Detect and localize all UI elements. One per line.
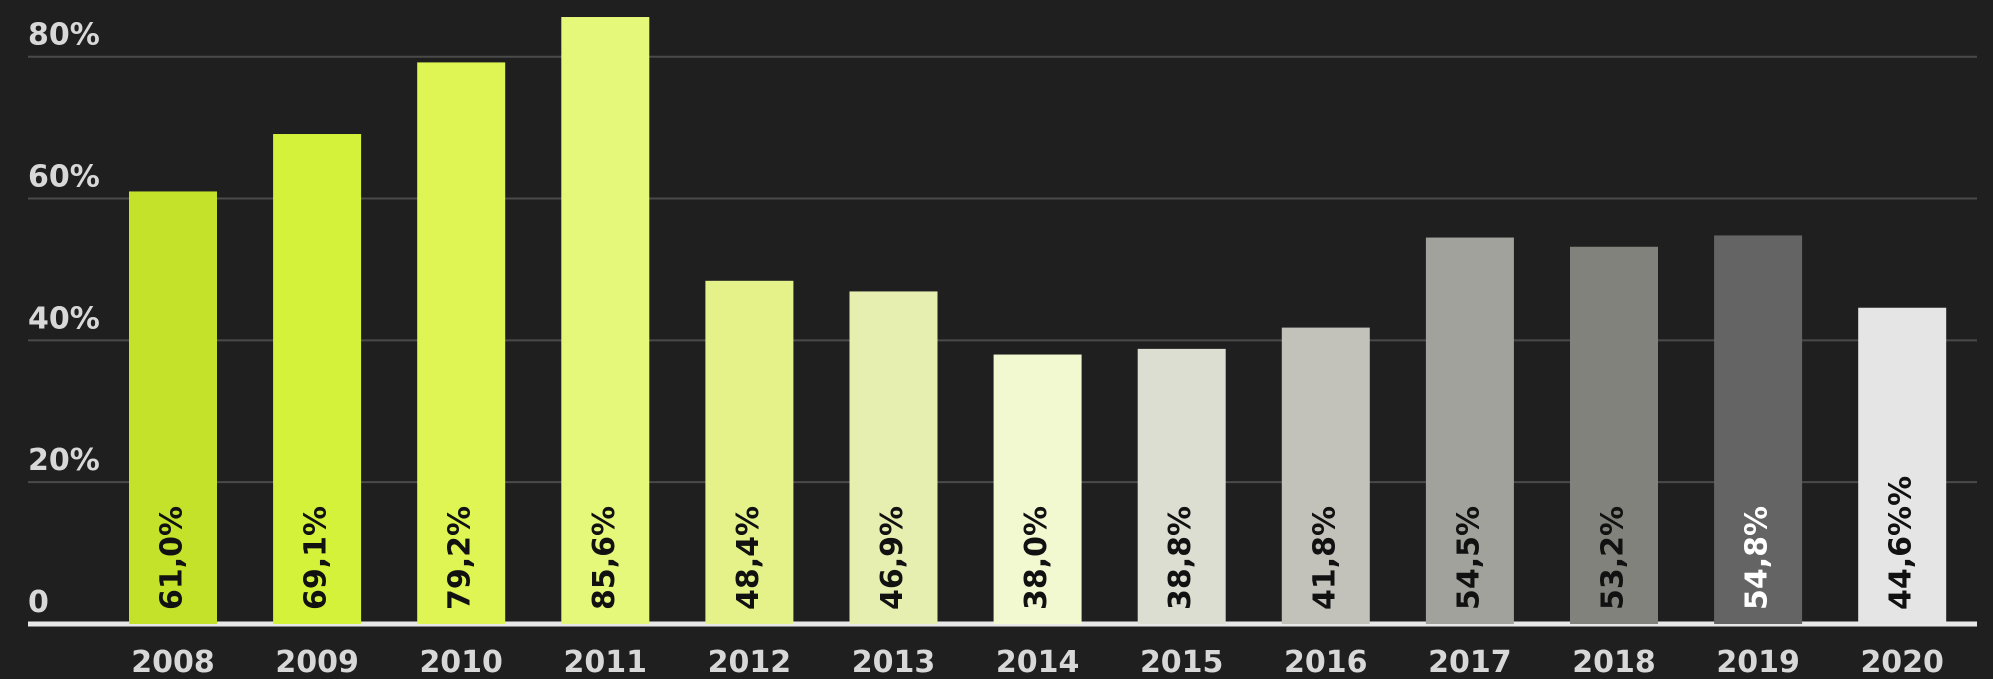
x-tick-label: 2013 (852, 645, 936, 679)
bar (1137, 348, 1226, 624)
x-tick-label: 2016 (1284, 645, 1368, 679)
value-label: 85,6% (587, 506, 622, 610)
value-label: 69,1% (299, 506, 334, 610)
x-tick-label: 2020 (1860, 645, 1944, 679)
bar (417, 62, 506, 624)
x-tick-label: 2015 (1140, 645, 1224, 679)
value-label: 46,9% (875, 506, 910, 610)
bar (993, 354, 1082, 624)
x-tick-label: 2017 (1428, 645, 1512, 679)
value-label: 41,8% (1307, 506, 1342, 610)
bar (849, 291, 938, 624)
y-tick-label: 60% (28, 160, 100, 195)
x-tick-label: 2011 (564, 645, 648, 679)
bar (1281, 327, 1370, 624)
y-tick-label: 40% (28, 301, 100, 336)
value-label: 53,2% (1596, 506, 1631, 610)
value-label: 38,0% (1019, 506, 1054, 610)
bar (561, 17, 650, 624)
x-tick-label: 2014 (996, 645, 1080, 679)
bar (1714, 235, 1803, 624)
bar (1858, 307, 1947, 624)
x-tick-label: 2019 (1716, 645, 1800, 679)
value-label: 61,0% (155, 506, 190, 610)
x-tick-label: 2008 (131, 645, 215, 679)
x-tick-label: 2010 (419, 645, 503, 679)
value-label: 79,2% (443, 506, 478, 610)
y-tick-label: 0 (28, 585, 49, 620)
bar (705, 280, 794, 624)
value-label: 38,8% (1163, 506, 1198, 610)
bar (1425, 237, 1514, 624)
bar (129, 191, 217, 625)
bar (1570, 246, 1658, 624)
x-tick-label: 2012 (708, 645, 792, 679)
x-tick-label: 2009 (275, 645, 359, 679)
y-tick-label: 20% (28, 443, 100, 478)
value-label: 54,5% (1451, 506, 1486, 610)
value-label: 54,8% (1740, 506, 1775, 610)
value-label: 44,6%% (1884, 476, 1919, 610)
value-label: 48,4% (731, 506, 766, 610)
x-tick-label: 2018 (1572, 645, 1656, 679)
y-tick-label: 80% (28, 18, 100, 53)
bar (273, 134, 362, 624)
